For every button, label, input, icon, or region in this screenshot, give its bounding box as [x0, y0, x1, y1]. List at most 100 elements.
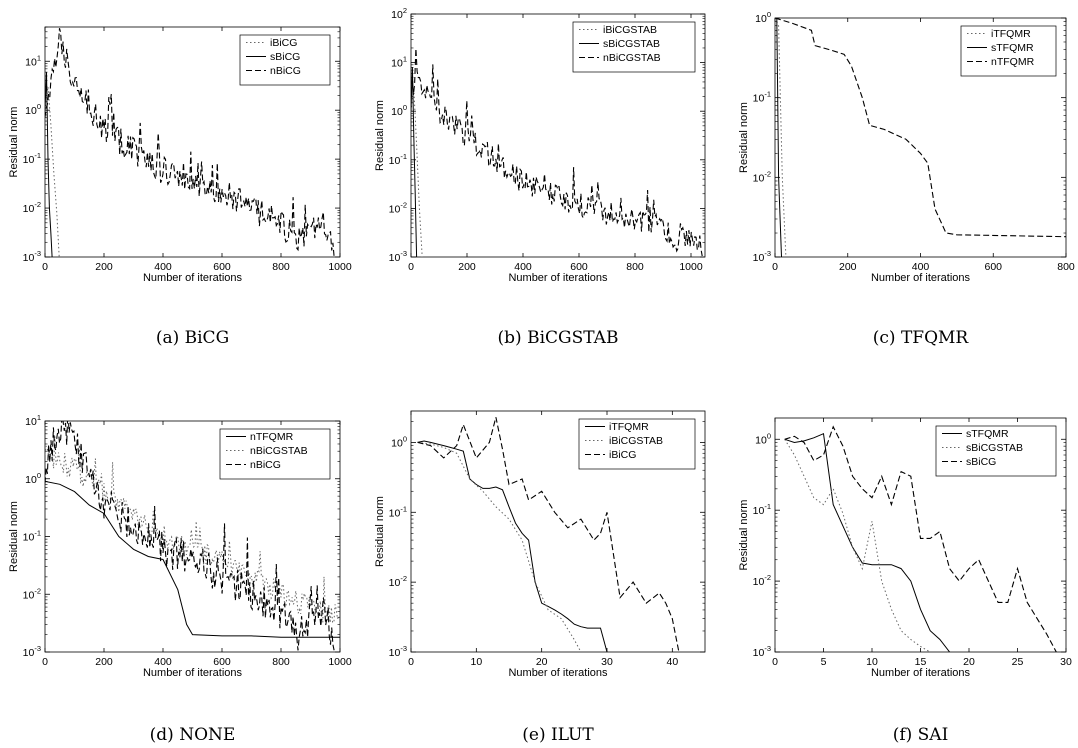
- x-tick-label: 0: [772, 261, 778, 273]
- y-tick-label: 10-3: [389, 249, 407, 264]
- y-tick-label: 10-2: [753, 169, 771, 184]
- series-line-sBiCG: [45, 72, 53, 257]
- y-tick-label: 10-2: [389, 200, 407, 215]
- x-tick-label: 400: [514, 261, 532, 273]
- panel-caption: (d) NONE: [150, 725, 236, 745]
- y-tick-label: 10-3: [753, 644, 771, 659]
- y-tick-label: 10-2: [389, 574, 407, 589]
- x-tick-label: 200: [95, 261, 113, 273]
- legend-label: sBiCG: [270, 51, 300, 63]
- y-tick-exponent: -3: [34, 644, 41, 653]
- y-tick-exponent: -3: [764, 644, 771, 653]
- y-tick-exponent: 0: [403, 103, 407, 112]
- legend-box: [578, 418, 696, 470]
- x-tick-label: 10: [470, 656, 482, 668]
- chart-panel-1: 0 200 400 600 800 100010-310-210-1100101102Nu…: [374, 6, 706, 348]
- x-tick-label: 25: [1012, 656, 1024, 668]
- x-tick-label: 800: [1057, 261, 1075, 273]
- legend-label: sBiCG: [966, 456, 996, 468]
- axes-box: [44, 26, 341, 258]
- legend-label: iTFQMR: [991, 28, 1031, 40]
- y-tick-label: 10-1: [389, 152, 407, 167]
- legend-label: nTFQMR: [991, 56, 1035, 68]
- legend-label: nBiCGSTAB: [603, 52, 661, 64]
- chart-panel-2: 0 200 400 600 800 10-3 10-2 10-1 100 Number of it…: [738, 10, 1075, 348]
- x-tick-label: 600: [213, 656, 231, 668]
- y-tick-label: 10-2: [23, 586, 41, 601]
- x-tick-label: 20: [963, 656, 975, 668]
- y-tick-label: 100: [755, 431, 771, 446]
- y-axis-label: Residual norm: [8, 501, 20, 572]
- y-tick-label: 100: [25, 102, 41, 117]
- series-line-iTFQMR: [417, 440, 608, 652]
- x-tick-label: 200: [458, 261, 476, 273]
- legend-box: [219, 428, 331, 480]
- x-tick-label: 400: [912, 261, 930, 273]
- legend-label: sTFQMR: [966, 428, 1009, 440]
- series-line-sBiCGSTAB: [784, 439, 931, 652]
- legend: nTFQMR nBiCGSTAB nBiCG: [219, 428, 331, 480]
- x-tick-label: 600: [213, 261, 231, 273]
- chart-panel-0: 0 200 400 600 800 100010-310-210-1100101Numbe…: [8, 26, 352, 348]
- y-axis-label: Residual norm: [374, 100, 386, 171]
- y-tick-exponent: 1: [403, 55, 407, 64]
- series-line-sTFQMR: [775, 18, 782, 257]
- series-line-iBiCG: [417, 417, 680, 652]
- y-tick-label: 102: [391, 6, 407, 21]
- y-tick-label: 100: [391, 103, 407, 118]
- y-tick-label: 10-3: [23, 249, 41, 264]
- legend-label: iBiCGSTAB: [603, 24, 657, 36]
- legend: sTFQMR sBiCGSTAB sBiCG: [935, 425, 1057, 477]
- x-tick-label: 1000: [679, 261, 703, 273]
- chart-panel-3: 0 200 400 600 800 100010-310-210-1100101Numbe…: [8, 413, 352, 745]
- x-axis-label: Number of iterations: [871, 667, 971, 679]
- y-tick-label: 101: [25, 53, 41, 68]
- y-tick-exponent: 0: [767, 10, 771, 19]
- series-line-sTFQMR: [784, 432, 950, 652]
- y-tick-exponent: -1: [764, 90, 771, 99]
- y-tick-label: 10-2: [23, 200, 41, 215]
- y-tick-exponent: -2: [34, 586, 41, 595]
- series-line-iBiCGSTAB: [411, 87, 423, 257]
- x-tick-label: 40: [666, 656, 678, 668]
- y-axis-label: Residual norm: [374, 496, 386, 567]
- legend: iTFQMR iBiCGSTAB iBiCG: [578, 418, 696, 470]
- chart-panel-4: 0 10 20 30 40 10-3 10-2 10-1 100 Number of iterat…: [374, 410, 706, 745]
- y-tick-exponent: -1: [34, 151, 41, 160]
- legend-label: nBiCG: [250, 459, 281, 471]
- x-tick-label: 10: [866, 656, 878, 668]
- series-line-iBiCGSTAB: [417, 441, 582, 652]
- legend-label: iBiCG: [609, 449, 636, 461]
- panel-caption: (b) BiCGSTAB: [498, 328, 619, 348]
- y-tick-exponent: -2: [764, 573, 771, 582]
- legend-label: sTFQMR: [991, 42, 1034, 54]
- panel-caption: (f) SAI: [893, 725, 949, 745]
- x-tick-label: 1000: [328, 261, 352, 273]
- legend-box: [239, 34, 331, 86]
- y-tick-exponent: -1: [400, 152, 407, 161]
- y-tick-exponent: -2: [400, 200, 407, 209]
- y-tick-exponent: -3: [400, 644, 407, 653]
- legend: iTFQMR sTFQMR nTFQMR: [960, 25, 1057, 77]
- legend-label: iBiCGSTAB: [609, 435, 663, 447]
- y-tick-label: 100: [755, 10, 771, 25]
- axes-box: [410, 13, 706, 258]
- x-tick-label: 15: [915, 656, 927, 668]
- x-tick-label: 800: [626, 261, 644, 273]
- y-axis-label: Residual norm: [738, 102, 750, 173]
- panel-caption: (c) TFQMR: [873, 328, 970, 348]
- series-line-nBiCG: [45, 28, 335, 257]
- x-tick-label: 0: [42, 261, 48, 273]
- y-tick-exponent: -3: [400, 249, 407, 258]
- series-line-nTFQMR: [45, 480, 340, 638]
- panel-caption: (a) BiCG: [156, 328, 229, 348]
- y-tick-exponent: -2: [34, 200, 41, 209]
- y-tick-exponent: -3: [764, 249, 771, 258]
- y-tick-exponent: -1: [764, 502, 771, 511]
- x-tick-label: 20: [536, 656, 548, 668]
- x-axis-label: Number of iterations: [871, 272, 971, 284]
- y-tick-label: 100: [391, 434, 407, 449]
- x-tick-label: 0: [42, 656, 48, 668]
- x-tick-label: 5: [821, 656, 827, 668]
